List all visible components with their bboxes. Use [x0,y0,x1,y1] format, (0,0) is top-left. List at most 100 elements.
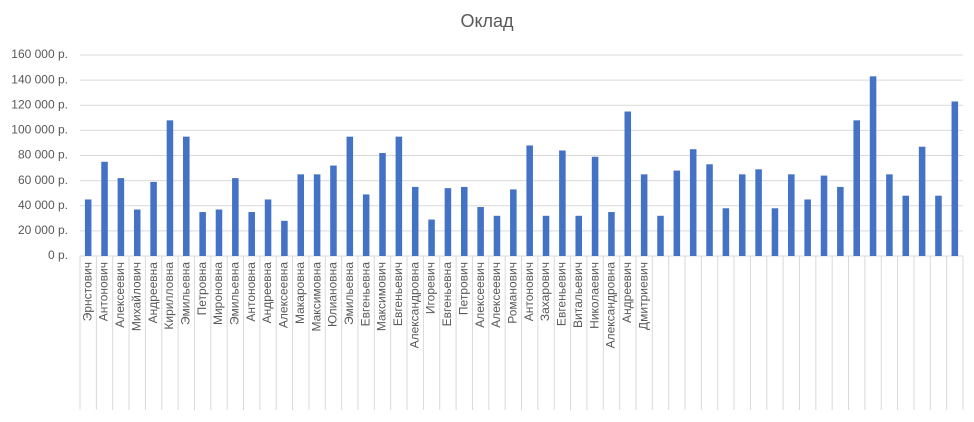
x-tick-label: Захарович [538,262,552,321]
bar [575,215,583,256]
bar [837,186,844,256]
bar [542,215,550,256]
bar [183,136,190,256]
bar [330,165,337,256]
bar [460,186,468,256]
bar [297,174,305,256]
x-tick-label: Максимовна [309,262,323,332]
bar [395,136,403,256]
bar [722,208,730,256]
bar [101,161,108,256]
bar [248,212,255,256]
y-tick-label: 80 000 р. [18,148,68,162]
x-tick-label: Андреевна [260,262,274,324]
bar [526,145,533,256]
x-tick-label: Мироновна [211,262,225,325]
bar [493,215,501,256]
x-tick-label: Андреевич [620,262,634,323]
x-tick-label: Петрович [456,262,470,315]
bar [133,209,141,256]
bar [673,170,681,256]
bar [886,174,893,256]
bar [706,164,713,256]
x-tick-label: Михайлович [129,262,143,331]
bar [771,208,779,256]
y-tick-label: 140 000 р. [11,72,68,86]
x-tick-label: Александровна [407,262,421,349]
bar [804,199,811,256]
bar [411,186,419,256]
y-tick-label: 60 000 р. [18,173,68,187]
bar [689,149,697,256]
bar [166,120,174,256]
bar [510,189,517,256]
x-tick-label: Евгеньевна [440,262,454,327]
bar [313,174,321,256]
x-tick-label: Эмильевна [342,262,356,325]
bar [755,169,762,256]
x-tick-label: Алексеевич [113,262,127,328]
bar [902,195,910,256]
bar [232,178,239,256]
x-tick-label: Витальевич [571,262,585,328]
x-tick-label: Романович [505,262,519,324]
x-tick-label: Юлиановна [326,262,340,327]
bar [820,175,828,256]
x-tick-label: Алексеевич [473,262,487,328]
bar [264,199,272,256]
x-tick-label: Эмильевна [178,262,192,325]
bar [853,120,860,256]
bar [362,194,370,256]
bar [150,181,157,256]
bar [346,136,354,256]
x-tick-label: Эрнстович [80,262,94,321]
x-tick-label: Антоновна [244,262,258,322]
x-tick-label: Игоревич [424,262,438,314]
bar [444,188,452,256]
x-tick-label: Алексеевич [489,262,503,328]
bar [215,209,223,256]
x-tick-label: Кирилловна [162,262,176,330]
bar [117,178,125,256]
bar [738,174,746,256]
bar [788,174,795,256]
bar [640,174,648,256]
bar [281,220,288,256]
x-tick-label: Николаевич [587,262,601,329]
bar [951,101,959,256]
y-tick-label: 0 р. [48,248,68,262]
x-tick-label: Евгеньевич [391,262,405,326]
bar [935,195,942,256]
bar [379,152,386,256]
x-tick-label: Александровна [604,262,618,349]
chart-title: Оклад [460,11,514,31]
bar [199,212,206,256]
x-tick-label: Антонович [522,262,536,321]
x-tick-label: Петровна [195,262,209,316]
x-tick-label: Антонович [97,262,111,321]
bar [918,146,926,256]
y-tick-label: 40 000 р. [18,198,68,212]
y-tick-label: 100 000 р. [11,123,68,137]
bar [477,207,484,256]
x-tick-label: Андреевна [146,262,160,324]
x-tick-label: Дмитриевич [636,262,650,330]
y-tick-label: 20 000 р. [18,223,68,237]
bar [624,111,632,256]
bar [608,212,615,256]
bar [591,156,599,256]
y-tick-label: 120 000 р. [11,97,68,111]
x-tick-label: Алексеевна [277,262,291,328]
x-tick-label: Максимович [375,262,389,331]
bar [428,219,435,256]
bar [84,199,92,256]
bar [559,150,566,256]
bar [869,76,877,256]
x-tick-label: Макаровна [293,262,307,324]
x-tick-label: Евгеньевич [555,262,569,326]
bar [657,215,664,256]
y-tick-label: 160 000 р. [11,47,68,61]
x-tick-label: Эмильевна [228,262,242,325]
x-tick-label: Евгеньевна [358,262,372,327]
